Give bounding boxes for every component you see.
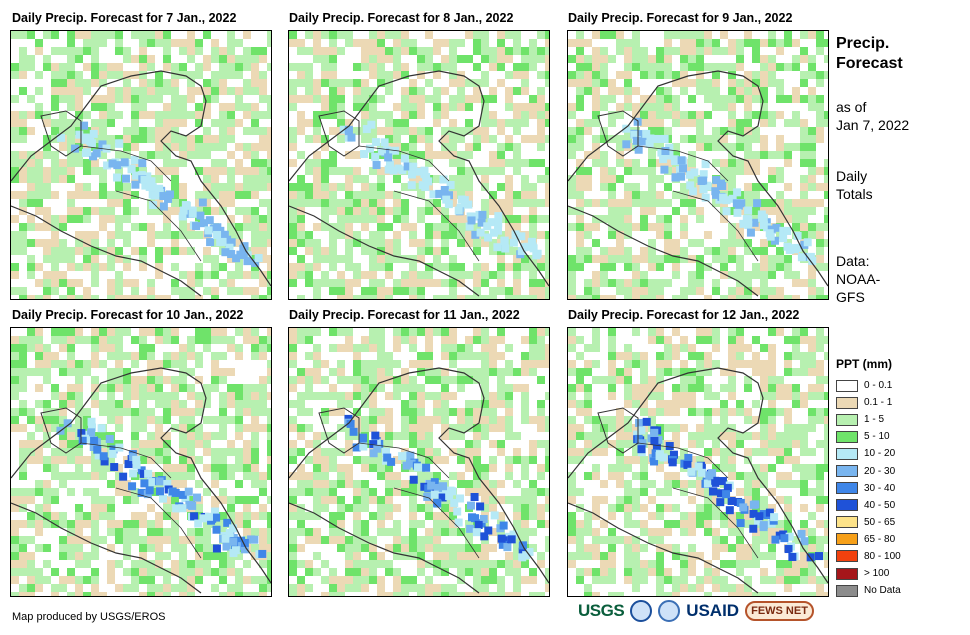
- legend-swatch: [836, 465, 858, 478]
- forecast-map-2: [288, 30, 550, 300]
- legend-swatch: [836, 550, 858, 563]
- legend-item: 5 - 10: [836, 428, 901, 445]
- precip-field: [11, 328, 271, 596]
- legend-label: 20 - 30: [864, 465, 896, 477]
- legend-swatch: [836, 482, 858, 495]
- agency-logos: USGS USAID FEWS NET: [578, 600, 814, 622]
- legend-heading: Precip. Forecast: [836, 34, 903, 74]
- forecast-map-6: [567, 327, 829, 597]
- precip-field: [11, 31, 271, 299]
- data-source-2: GFS: [836, 289, 865, 305]
- legend-label: 5 - 10: [864, 431, 890, 443]
- legend-label: 50 - 65: [864, 516, 896, 528]
- legend-item: 65 - 80: [836, 531, 901, 548]
- legend-swatch: [836, 516, 858, 529]
- daily-totals-note: Daily Totals: [836, 167, 873, 203]
- map-credit: Map produced by USGS/EROS: [12, 611, 166, 623]
- legend-label: 1 - 5: [864, 414, 885, 426]
- data-source-note: Data: NOAA- GFS: [836, 252, 880, 306]
- legend-title: PPT (mm): [836, 357, 893, 371]
- legend-label: > 100: [864, 568, 890, 580]
- legend-item: 80 - 100: [836, 548, 901, 565]
- usaid-logo: USAID: [686, 601, 740, 620]
- legend-label: 0.1 - 1: [864, 397, 893, 409]
- panel-title-1: Daily Precip. Forecast for 7 Jan., 2022: [12, 11, 237, 25]
- data-label: Data:: [836, 253, 870, 269]
- legend-swatch: [836, 584, 858, 597]
- legend-item: 30 - 40: [836, 480, 901, 497]
- precip-field: [289, 328, 549, 596]
- legend-swatch: [836, 567, 858, 580]
- panel-title-5: Daily Precip. Forecast for 11 Jan., 2022: [289, 308, 520, 322]
- legend-item: 50 - 65: [836, 514, 901, 531]
- forecast-map-5: [288, 327, 550, 597]
- as-of-value: Jan 7, 2022: [836, 117, 910, 133]
- as-of-label: as of: [836, 99, 867, 115]
- panel-title-3: Daily Precip. Forecast for 9 Jan., 2022: [568, 11, 793, 25]
- legend-item: 20 - 30: [836, 462, 901, 479]
- precip-field: [568, 31, 828, 299]
- legend-label: 10 - 20: [864, 448, 896, 460]
- legend-label: 80 - 100: [864, 550, 901, 562]
- legend-label: No Data: [864, 585, 901, 597]
- forecast-map-1: [10, 30, 272, 300]
- legend-label: 30 - 40: [864, 482, 896, 494]
- fews-net-logo: FEWS NET: [745, 601, 814, 621]
- noaa-logo-icon: [630, 600, 653, 622]
- precip-field: [568, 328, 828, 596]
- legend-label: 40 - 50: [864, 499, 896, 511]
- legend-swatch: [836, 499, 858, 512]
- legend-item: 0 - 0.1: [836, 377, 901, 394]
- legend-item: 40 - 50: [836, 497, 901, 514]
- ppt-legend: PPT (mm) 0 - 0.1 0.1 - 1 1 - 5 5 - 10 10 - 2…: [836, 357, 901, 599]
- legend-item: 10 - 20: [836, 445, 901, 462]
- legend-item: No Data: [836, 582, 901, 599]
- legend-swatch: [836, 430, 858, 443]
- legend-item: 0.1 - 1: [836, 394, 901, 411]
- panel-title-2: Daily Precip. Forecast for 8 Jan., 2022: [289, 11, 514, 25]
- precip-field: [289, 31, 549, 299]
- legend-swatch: [836, 379, 858, 392]
- legend-label: 0 - 0.1: [864, 380, 893, 392]
- legend-swatch: [836, 447, 858, 460]
- legend-swatch: [836, 413, 858, 426]
- panel-title-6: Daily Precip. Forecast for 12 Jan., 2022: [568, 308, 800, 322]
- heading-line-1: Precip.: [836, 35, 890, 52]
- legend-item: 1 - 5: [836, 411, 901, 428]
- usaid-seal-icon: [658, 600, 681, 622]
- forecast-map-3: [567, 30, 829, 300]
- legend-swatch: [836, 396, 858, 409]
- panel-title-4: Daily Precip. Forecast for 10 Jan., 2022: [12, 308, 244, 322]
- forecast-map-4: [10, 327, 272, 597]
- totals-label: Totals: [836, 186, 873, 202]
- legend-item: > 100: [836, 565, 901, 582]
- data-source-1: NOAA-: [836, 271, 881, 287]
- daily-label: Daily: [836, 168, 868, 184]
- as-of-date: as of Jan 7, 2022: [836, 98, 909, 134]
- usgs-logo: USGS: [578, 601, 625, 620]
- legend-swatch: [836, 533, 858, 546]
- legend-label: 65 - 80: [864, 533, 896, 545]
- heading-line-2: Forecast: [836, 55, 903, 72]
